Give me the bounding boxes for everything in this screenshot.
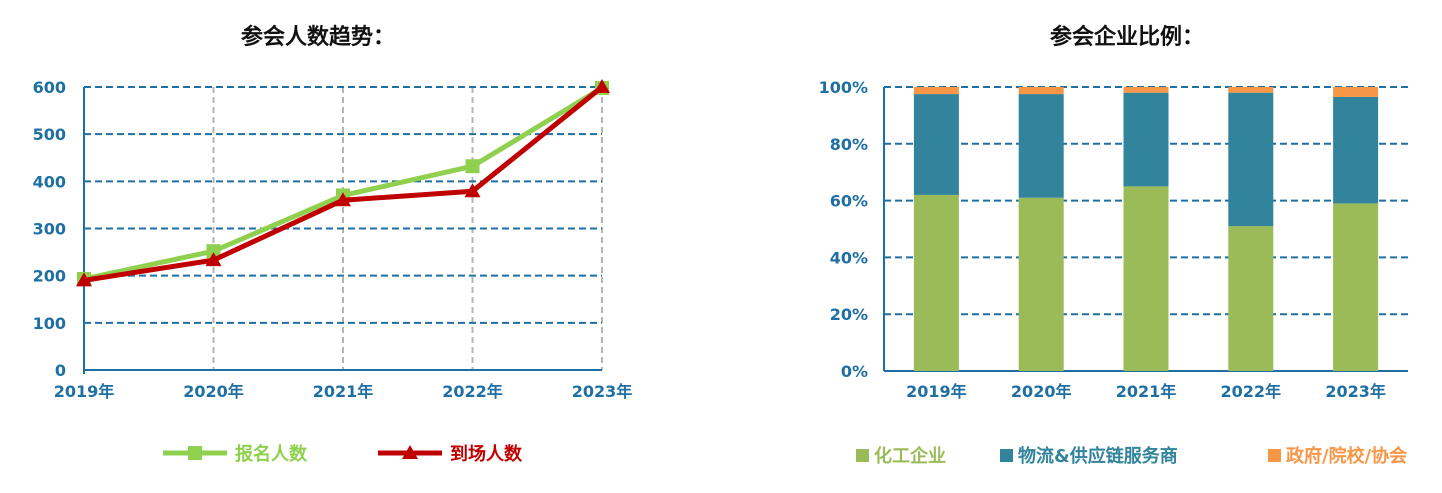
bar-chart-y-ticks: 0% 20% 40% 60% 80% 100% (819, 78, 868, 381)
line-x-tick-label: 2019年 (54, 382, 115, 401)
bar-x-tick-label: 2021年 (1116, 382, 1177, 401)
bar-y-tick-label: 80% (830, 135, 868, 154)
line-point (464, 183, 481, 198)
legend-label: 政府/院校/协会 (1286, 445, 1407, 467)
bar-x-tick-label: 2020年 (1011, 382, 1072, 401)
line-point (465, 159, 480, 174)
bar-segment-2 (913, 87, 959, 95)
legend-label: 化工企业 (874, 445, 946, 467)
line-chart-y-ticks: 0 100 200 300 400 500 600 (33, 78, 66, 380)
line-x-tick-label: 2020年 (183, 382, 244, 401)
line-chart-legend: 报名人数 到场人数 (163, 443, 523, 465)
bar-segment-1 (913, 94, 959, 195)
legend-swatch (856, 449, 869, 462)
bar-segment-2 (1333, 87, 1379, 97)
bar-segment-1 (1123, 92, 1169, 187)
bar-segment-0 (1018, 197, 1064, 371)
bar-x-tick-label: 2023年 (1325, 382, 1386, 401)
legend-label: 物流&供应链服务商 (1018, 445, 1178, 467)
line-y-tick-label: 200 (33, 267, 66, 286)
bar-chart: 参会企业比例： 0% 20% 40% 60% 80% 100% 2019年 2020年 202… (819, 24, 1408, 467)
bar-x-tick-label: 2019年 (906, 382, 967, 401)
line-y-tick-label: 300 (33, 220, 66, 239)
bar-segment-1 (1018, 94, 1064, 198)
bar-y-tick-label: 100% (819, 78, 868, 97)
bar-chart-x-ticks: 2019年 2020年 2021年 2022年 2023年 (906, 382, 1386, 401)
line-y-tick-label: 100 (33, 314, 66, 333)
bar-y-tick-label: 60% (830, 192, 868, 211)
line-point (205, 252, 222, 267)
legend-label: 报名人数 (235, 443, 308, 465)
line-y-tick-label: 500 (33, 125, 66, 144)
bar-segment-1 (1333, 96, 1379, 204)
line-chart-x-ticks: 2019年 2020年 2021年 2022年 2023年 (54, 382, 633, 401)
bar-chart-bars (913, 87, 1379, 371)
line-point (76, 272, 92, 287)
bar-segment-1 (1228, 92, 1274, 227)
bar-y-tick-label: 40% (830, 248, 868, 267)
bar-segment-2 (1228, 87, 1274, 93)
bar-segment-0 (1123, 186, 1169, 371)
legend-marker (188, 446, 202, 460)
line-point (206, 244, 221, 259)
bar-x-tick-label: 2022年 (1221, 382, 1282, 401)
line-chart-series (76, 79, 610, 287)
bar-y-tick-label: 0% (841, 362, 868, 381)
line-chart-title: 参会人数趋势： (241, 24, 395, 50)
line-point (594, 79, 610, 93)
bar-segment-2 (1018, 87, 1064, 95)
legend-swatch (1000, 449, 1013, 462)
bar-segment-2 (1123, 87, 1169, 93)
line-point (335, 192, 351, 207)
line-x-tick-label: 2021年 (313, 382, 374, 401)
legend-swatch (1268, 449, 1281, 462)
legend-marker (402, 445, 418, 459)
bar-chart-legend: 化工企业 物流&供应链服务商 政府/院校/协会 (856, 445, 1407, 467)
line-x-tick-label: 2023年 (572, 382, 633, 401)
bar-segment-0 (1228, 226, 1274, 371)
bar-y-tick-label: 20% (830, 305, 868, 324)
line-y-tick-label: 600 (33, 78, 66, 97)
bar-chart-title: 参会企业比例： (1050, 24, 1204, 50)
bar-segment-0 (1333, 203, 1379, 371)
line-chart-grid (83, 86, 603, 374)
line-y-tick-label: 0 (55, 361, 66, 380)
line-y-tick-label: 400 (33, 172, 66, 191)
legend-label: 到场人数 (450, 443, 523, 465)
bar-segment-0 (913, 194, 959, 371)
line-x-tick-label: 2022年 (442, 382, 503, 401)
